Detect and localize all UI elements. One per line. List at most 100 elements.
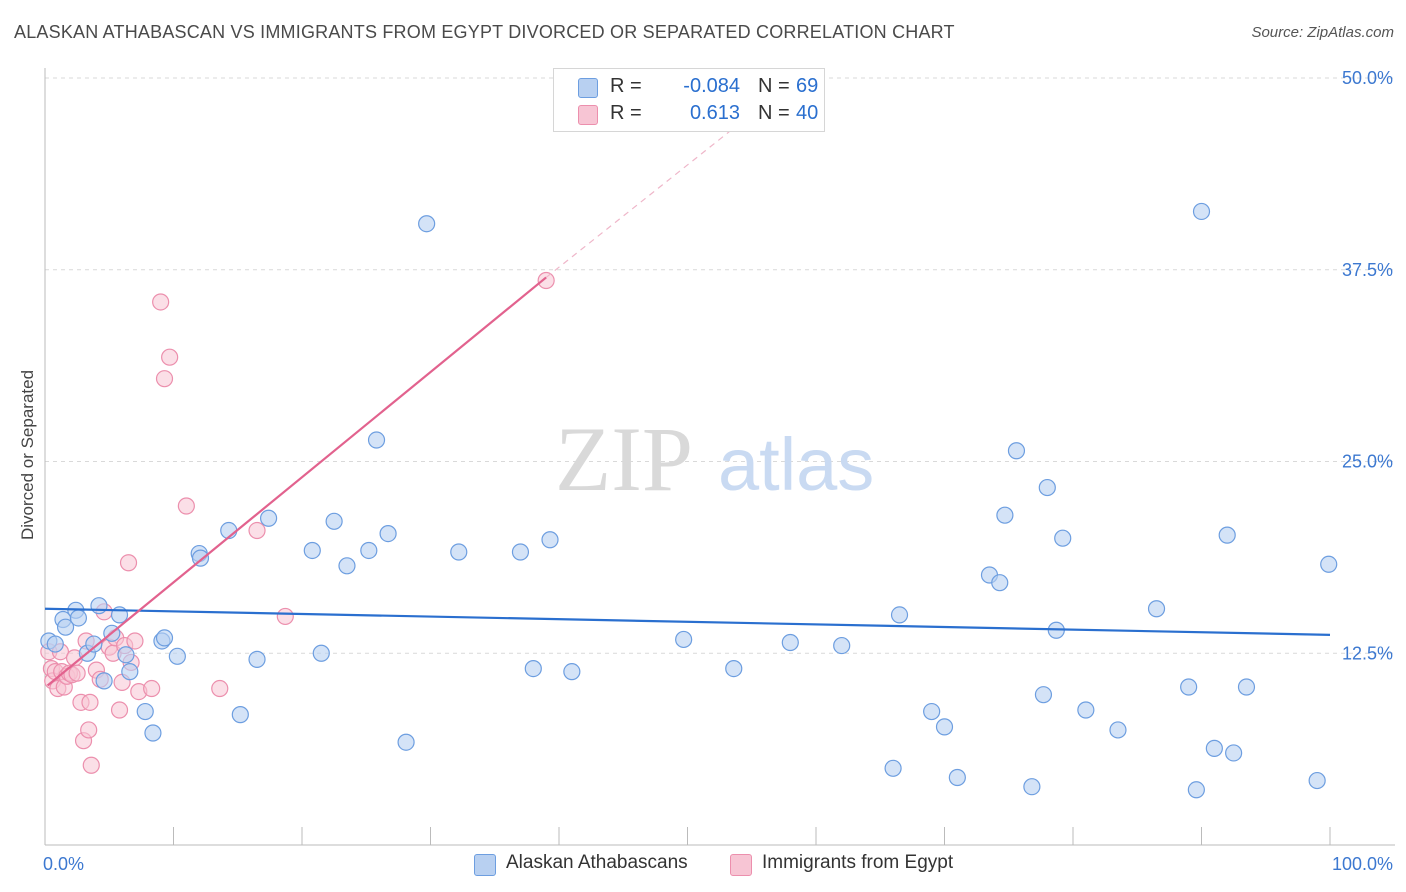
legend-n-label: N =: [758, 102, 790, 124]
y-tick-label: 50.0%: [1342, 68, 1393, 88]
athabascan-point: [367, 431, 386, 449]
athabascan-point: [991, 574, 1009, 592]
egypt-point: [80, 721, 98, 739]
legend-swatch-pink: [578, 105, 598, 125]
athabascan-point: [231, 706, 249, 724]
egypt-point: [211, 679, 229, 698]
y-axis-label: Divorced or Separated: [18, 369, 37, 541]
athabascan-point: [379, 524, 397, 543]
athabascan-point: [450, 543, 468, 561]
athabascan-point: [511, 543, 530, 561]
athabascan-point: [833, 636, 851, 655]
watermark-atlas: atlas: [718, 423, 874, 506]
bottom-legend-swatch-blue: [474, 854, 496, 876]
egypt-point: [537, 271, 555, 290]
egypt-point: [276, 607, 294, 626]
legend-r-label: R =: [610, 75, 642, 97]
trend-lines: [44, 92, 1331, 687]
athabascan-point: [1225, 744, 1243, 762]
x-tick-label: 100.0%: [1332, 854, 1393, 874]
athabascan-point: [325, 512, 343, 530]
athabascan-point: [46, 635, 64, 653]
bottom-legend-swatch-pink: [730, 854, 752, 876]
athabascan-point: [1109, 721, 1127, 739]
athabascan-point: [725, 659, 743, 678]
athabascan-point: [136, 702, 154, 721]
legend-swatch-blue: [578, 78, 598, 98]
watermark: ZIP atlas: [555, 408, 874, 510]
egypt-point: [248, 521, 266, 540]
athabascan-point: [95, 672, 113, 690]
x-tick-label: 0.0%: [43, 854, 84, 874]
egypt-point: [81, 693, 99, 711]
athabascan-point: [1308, 771, 1326, 790]
athabascan-point: [935, 718, 954, 736]
athabascan-point: [191, 549, 210, 567]
athabascan-trend-line: [44, 607, 1331, 636]
athabascan-point: [338, 557, 356, 575]
athabascan-point: [248, 650, 266, 668]
athabascan-point: [303, 541, 321, 560]
athabascan-point: [923, 702, 941, 721]
tick-labels: 12.5% 25.0% 37.5% 50.0% 0.0% 100.0%: [43, 68, 1393, 874]
athabascan-point: [90, 597, 108, 615]
egypt-point: [110, 701, 129, 719]
athabascan-point: [1205, 739, 1223, 757]
legend-n-value: 40: [796, 102, 819, 124]
athabascan-point: [524, 659, 542, 678]
athabascan-point: [360, 541, 378, 560]
athabascan-point: [1077, 701, 1095, 719]
egypt-point: [126, 632, 144, 650]
athabascan-point: [1237, 678, 1256, 696]
athabascan-point: [69, 609, 88, 627]
athabascan-point: [563, 663, 581, 681]
egypt-trend-line: [46, 276, 547, 687]
y-tick-label: 12.5%: [1342, 643, 1393, 663]
athabascan-point: [144, 724, 162, 742]
legend-n-value: 69: [796, 75, 819, 97]
athabascan-point: [85, 635, 103, 653]
athabascan-point: [541, 531, 559, 549]
watermark-zip: ZIP: [555, 408, 693, 510]
athabascan-point: [675, 630, 693, 649]
athabascan-point: [890, 606, 909, 624]
athabascan-point: [781, 633, 799, 652]
legend-r-label: R =: [610, 102, 642, 124]
chart-title: ALASKAN ATHABASCAN VS IMMIGRANTS FROM EG…: [14, 22, 955, 42]
y-tick-label: 37.5%: [1342, 260, 1393, 280]
athabascan-point: [418, 215, 436, 233]
athabascan-point: [1180, 678, 1198, 696]
egypt-point: [161, 348, 179, 366]
egypt-point: [177, 497, 195, 515]
egypt-point: [119, 554, 138, 572]
egypt-point: [155, 370, 174, 388]
athabascan-point: [56, 618, 75, 636]
y-tick-label: 25.0%: [1342, 452, 1393, 472]
athabascan-point: [1054, 529, 1072, 547]
athabascan-point: [1218, 526, 1236, 544]
athabascan-point: [121, 663, 139, 681]
correlation-legend: R = -0.084 N = 69 R = 0.613 N = 40: [553, 68, 825, 132]
athabascan-point: [1320, 555, 1338, 573]
athabascan-point: [1147, 600, 1166, 618]
legend-n-label: N =: [758, 75, 790, 97]
egypt-point: [68, 664, 86, 682]
legend-r-value: 0.613: [689, 102, 740, 124]
bottom-legend-label: Alaskan Athabascans: [506, 852, 688, 873]
athabascan-point: [996, 506, 1014, 524]
athabascan-point: [155, 629, 174, 647]
athabascan-point: [259, 509, 278, 527]
athabascan-point: [397, 733, 415, 751]
athabascan-point: [117, 646, 135, 664]
egypt-point: [143, 679, 161, 698]
athabascan-point: [1192, 202, 1211, 221]
athabascan-point: [1023, 778, 1041, 796]
athabascan-point: [1034, 686, 1053, 704]
egypt-points: [40, 271, 555, 774]
athabascan-point: [948, 768, 966, 787]
legend-r-value: -0.084: [683, 75, 740, 97]
bottom-legend-label: Immigrants from Egypt: [762, 852, 954, 873]
egypt-point: [152, 293, 170, 311]
athabascan-point: [168, 647, 186, 665]
